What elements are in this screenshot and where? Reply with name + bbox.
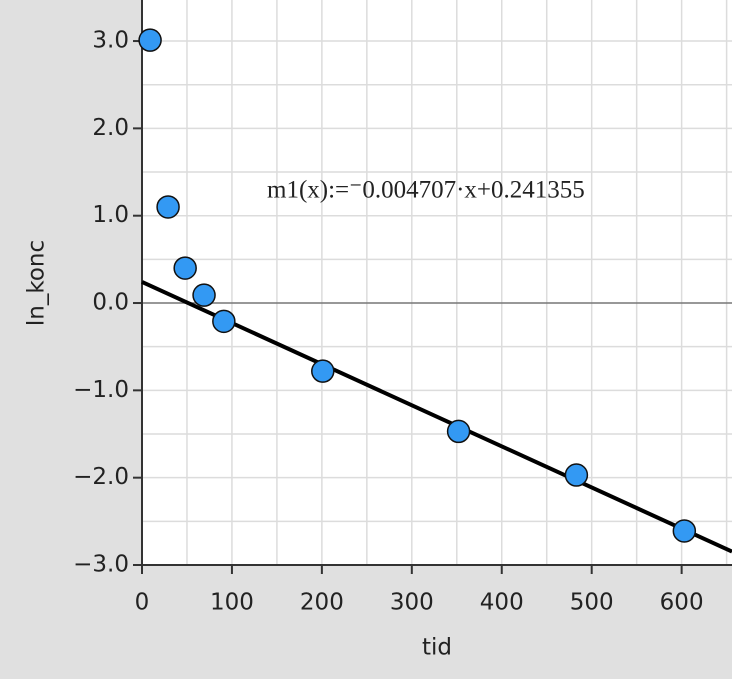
data-point — [173, 256, 197, 280]
x-tick-label: 100 — [210, 590, 254, 616]
data-point — [212, 309, 236, 334]
data-point — [156, 195, 180, 219]
regression-label: m1(x):=⁻0.004707·x+0.241355 — [267, 177, 585, 204]
y-tick-label: −1.0 — [73, 377, 129, 403]
y-tick-label: 2.0 — [92, 115, 129, 141]
y-tick-label: −3.0 — [73, 552, 129, 578]
x-tick-label: 200 — [300, 590, 344, 616]
data-point — [311, 359, 335, 383]
plot-area — [142, 0, 732, 565]
x-tick-label: 500 — [570, 590, 614, 616]
y-tick-label: 1.0 — [92, 202, 129, 228]
x-tick-label: 0 — [135, 590, 150, 616]
x-tick-label: 600 — [660, 590, 704, 616]
data-point — [564, 463, 589, 487]
x-axis-label: tid — [422, 635, 452, 661]
y-tick-label: 0.0 — [92, 290, 129, 316]
y-tick-label: −2.0 — [73, 464, 129, 490]
x-tick-label: 400 — [480, 590, 524, 616]
data-point — [192, 283, 216, 307]
y-tick-label: 3.0 — [92, 28, 129, 54]
data-point — [672, 519, 697, 543]
data-point — [138, 28, 162, 52]
y-axis-label: ln_konc — [24, 240, 50, 326]
regression-line — [141, 280, 732, 554]
x-tick-label: 300 — [390, 590, 434, 616]
data-point — [446, 419, 471, 444]
